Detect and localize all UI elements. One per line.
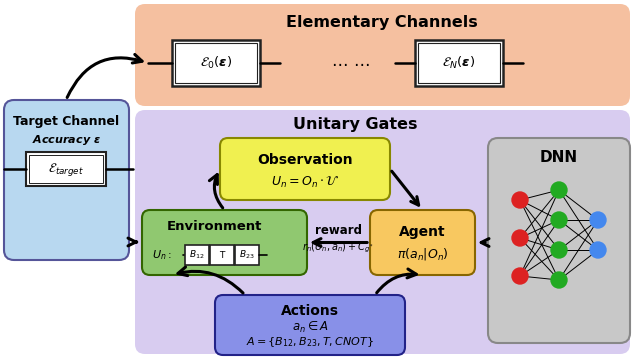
FancyBboxPatch shape (220, 138, 390, 200)
Text: $U_n = O_n \cdot \mathcal{U}$: $U_n = O_n \cdot \mathcal{U}$ (271, 174, 339, 190)
Bar (29, 155, 103, 183)
Text: $A = \{B_{12}, B_{23}, T, CNOT\}$: $A = \{B_{12}, B_{23}, T, CNOT\}$ (246, 335, 374, 349)
Bar (235, 245, 259, 265)
Circle shape (590, 242, 606, 258)
Bar (185, 245, 209, 265)
FancyBboxPatch shape (135, 110, 630, 354)
Bar (415, 40, 503, 86)
Circle shape (512, 230, 528, 246)
FancyBboxPatch shape (488, 138, 630, 343)
FancyBboxPatch shape (215, 295, 405, 355)
Text: $\cdots \ \cdots$: $\cdots \ \cdots$ (331, 54, 369, 72)
Circle shape (551, 272, 567, 288)
Text: reward: reward (315, 224, 362, 237)
Text: T: T (220, 251, 225, 260)
Bar (175, 43, 257, 83)
Text: Environment: Environment (167, 221, 262, 234)
Bar (172, 40, 260, 86)
Text: Actions: Actions (281, 304, 339, 318)
FancyBboxPatch shape (4, 100, 129, 260)
Text: DNN: DNN (540, 151, 578, 165)
FancyBboxPatch shape (370, 210, 475, 275)
Text: $\mathcal{E}_{target}$: $\mathcal{E}_{target}$ (48, 161, 84, 178)
Text: $\mathcal{E}_0(\boldsymbol{\epsilon})$: $\mathcal{E}_0(\boldsymbol{\epsilon})$ (200, 55, 232, 71)
Circle shape (551, 242, 567, 258)
Bar (26, 152, 106, 186)
Bar (418, 43, 500, 83)
Text: $B_{12}$: $B_{12}$ (189, 249, 205, 261)
Text: Unitary Gates: Unitary Gates (292, 117, 417, 132)
Text: $U_n{:}$: $U_n{:}$ (152, 248, 172, 262)
Bar (210, 245, 234, 265)
Text: Target Channel: Target Channel (13, 116, 119, 129)
Circle shape (590, 212, 606, 228)
Text: $a_n \in A$: $a_n \in A$ (292, 319, 328, 335)
Text: Elementary Channels: Elementary Channels (286, 14, 478, 30)
Circle shape (551, 212, 567, 228)
Text: Accuracy $\boldsymbol{\epsilon}$: Accuracy $\boldsymbol{\epsilon}$ (31, 133, 100, 147)
FancyBboxPatch shape (135, 4, 630, 106)
Circle shape (512, 268, 528, 284)
Text: $\mathcal{E}_N(\boldsymbol{\epsilon})$: $\mathcal{E}_N(\boldsymbol{\epsilon})$ (442, 55, 476, 71)
FancyBboxPatch shape (142, 210, 307, 275)
Text: Agent: Agent (399, 225, 446, 239)
Text: Observation: Observation (257, 153, 353, 167)
Text: $r_n(U_n, a_n) + C_{g^*}$: $r_n(U_n, a_n) + C_{g^*}$ (302, 240, 374, 255)
Circle shape (512, 192, 528, 208)
Text: $B_{23}$: $B_{23}$ (239, 249, 255, 261)
Text: $\pi(a_n|O_n)$: $\pi(a_n|O_n)$ (397, 246, 449, 262)
Circle shape (551, 182, 567, 198)
